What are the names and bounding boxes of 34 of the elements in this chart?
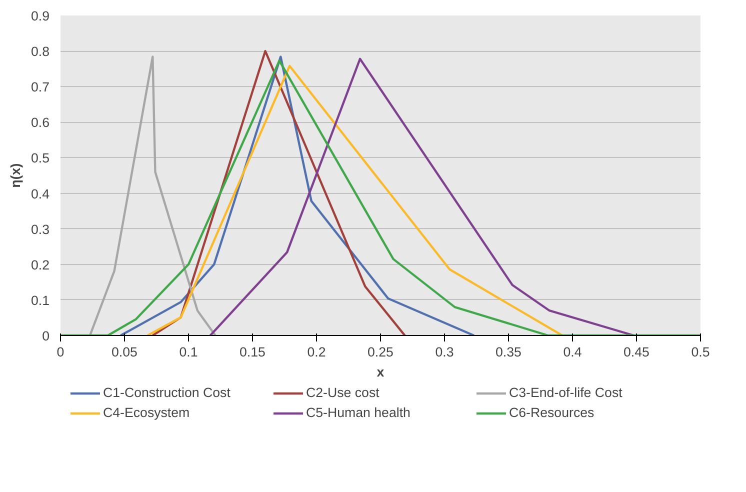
y-tick-label: 0.4: [30, 186, 50, 202]
x-tick-label: 0.2: [307, 344, 326, 360]
x-tick-label: 0.35: [496, 344, 522, 360]
line-series: [146, 64, 564, 336]
line-series: [120, 56, 476, 336]
legend-label: C6-Resources: [509, 405, 596, 420]
x-tick-label: 0.05: [112, 344, 138, 360]
x-tick-label: 0.4: [563, 344, 582, 360]
y-tick-label: 0.2: [30, 257, 50, 272]
legend-label: C1-Construction Cost: [103, 385, 232, 400]
y-axis-title: η(x): [8, 163, 23, 188]
y-tick-label: 0.9: [30, 8, 50, 24]
x-tick-label: 0.45: [624, 344, 650, 360]
legend-label: C3-End-of-life Cost: [509, 385, 624, 400]
y-tick-label: 0.3: [30, 222, 50, 237]
x-axis-title: x: [376, 364, 385, 380]
line-series: [152, 50, 406, 336]
legend-label: C5-Human health: [306, 405, 412, 420]
legend-label: C4-Ecosystem: [103, 405, 191, 420]
legend-label: C2-Use cost: [306, 385, 380, 400]
x-tick-label: 0.5: [691, 344, 710, 360]
y-tick-label: 0.1: [30, 292, 50, 308]
y-tick-label: 0.7: [30, 80, 50, 95]
y-tick-label: 0: [42, 328, 50, 344]
x-tick-label: 0.3: [435, 344, 454, 360]
y-tick-label: 0.5: [30, 150, 50, 166]
x-tick-label: 0.25: [368, 344, 394, 360]
y-tick-label: 0.6: [30, 115, 50, 130]
x-tick-label: 0.1: [179, 344, 198, 360]
x-tick-label: 0.15: [240, 344, 266, 360]
line-series: [209, 58, 636, 336]
x-tick-label: 0: [56, 344, 64, 360]
line-series: [88, 56, 216, 336]
y-tick-label: 0.8: [30, 44, 50, 60]
